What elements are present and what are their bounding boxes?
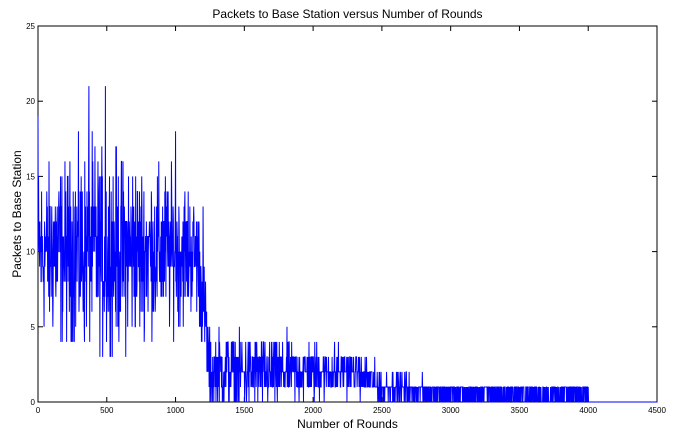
chart-title: Packets to Base Station versus Number of… bbox=[212, 7, 482, 21]
x-tick-label: 500 bbox=[100, 406, 114, 415]
x-tick-label: 2500 bbox=[373, 406, 391, 415]
x-tick-label: 1500 bbox=[235, 406, 253, 415]
x-tick-label: 3000 bbox=[442, 406, 460, 415]
y-tick-label: 10 bbox=[26, 248, 35, 257]
axis-ticks: 0 500 1000 1500 2000 2500 3000 3500 4000 4500 0 5 10… bbox=[26, 22, 666, 415]
y-tick-label: 20 bbox=[26, 97, 35, 106]
x-axis-label: Number of Rounds bbox=[297, 417, 398, 431]
x-tick-label: 3500 bbox=[511, 406, 529, 415]
x-tick-label: 0 bbox=[36, 406, 41, 415]
y-tick-label: 5 bbox=[31, 323, 36, 332]
y-tick-label: 0 bbox=[31, 398, 36, 407]
y-axis-label: Packets to Base Station bbox=[10, 150, 24, 277]
x-tick-label: 1000 bbox=[167, 406, 185, 415]
x-tick-label: 4000 bbox=[579, 406, 597, 415]
series-line-group bbox=[37, 86, 657, 403]
series-line bbox=[37, 86, 657, 403]
y-tick-label: 15 bbox=[26, 172, 35, 181]
y-tick-label: 25 bbox=[26, 22, 35, 31]
x-tick-label: 4500 bbox=[648, 406, 666, 415]
x-tick-label: 2000 bbox=[304, 406, 322, 415]
